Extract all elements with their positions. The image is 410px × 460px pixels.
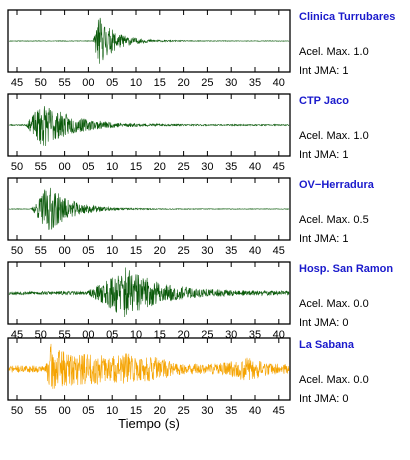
- panels-layer: 45 50 55 00 05 10 15 20 25 30 35 40 Clinica Turrubar…: [7, 9, 395, 417]
- x-tick-label: 10: [106, 161, 118, 173]
- x-tick-label: 40: [273, 77, 285, 89]
- x-tick-label: 45: [273, 245, 285, 257]
- x-tick-label: 20: [154, 405, 166, 417]
- x-tick-label: 15: [130, 245, 142, 257]
- x-tick-label: 20: [154, 245, 166, 257]
- waveform-trace: [8, 267, 290, 318]
- x-tick-label: 25: [177, 405, 189, 417]
- station-name: Hosp. San Ramon: [299, 263, 393, 275]
- x-tick-label: 15: [154, 77, 166, 89]
- x-tick-label: 30: [201, 405, 213, 417]
- x-tick-label: 15: [130, 161, 142, 173]
- x-tick-label: 00: [58, 161, 70, 173]
- x-tick-label: 30: [225, 77, 237, 89]
- x-tick-label: 25: [177, 161, 189, 173]
- seismogram-panel: 50 55 00 05 10 15 20 25 30 35 40 45 CTP Jaco Acel. Ma…: [7, 93, 369, 173]
- x-tick-label: 00: [58, 405, 70, 417]
- x-tick-label: 20: [154, 161, 166, 173]
- x-tick-label: 05: [82, 161, 94, 173]
- x-tick-label: 40: [249, 245, 261, 257]
- station-name: OV−Herradura: [299, 179, 375, 191]
- waveform-trace: [8, 17, 290, 64]
- x-tick-label: 20: [177, 77, 189, 89]
- waveform-trace: [8, 187, 290, 230]
- jma-intensity-label: Int JMA: 1: [299, 233, 349, 245]
- jma-intensity-label: Int JMA: 0: [299, 317, 349, 329]
- jma-intensity-label: Int JMA: 1: [299, 65, 349, 77]
- x-tick-label: 55: [35, 405, 47, 417]
- seismogram-panel: 50 55 00 05 10 15 20 25 30 35 40 45 OV−Herradura Acel…: [7, 177, 375, 257]
- x-tick-label: 00: [58, 245, 70, 257]
- accel-max-label: Acel. Max. 0.5: [299, 214, 369, 226]
- waveform-trace: [8, 343, 290, 389]
- x-tick-label: 40: [249, 161, 261, 173]
- x-tick-label: 15: [130, 405, 142, 417]
- jma-intensity-label: Int JMA: 1: [299, 149, 349, 161]
- accel-max-label: Acel. Max. 0.0: [299, 374, 369, 386]
- x-tick-label: 35: [249, 77, 261, 89]
- x-tick-label: 10: [130, 77, 142, 89]
- x-tick-label: 30: [201, 245, 213, 257]
- x-tick-label: 50: [11, 245, 23, 257]
- accel-max-label: Acel. Max. 0.0: [299, 298, 369, 310]
- x-tick-label: 05: [106, 77, 118, 89]
- x-tick-label: 10: [106, 405, 118, 417]
- x-tick-label: 10: [106, 245, 118, 257]
- x-tick-label: 25: [201, 77, 213, 89]
- station-name: Clinica Turrubares: [299, 11, 395, 23]
- x-tick-label: 50: [35, 77, 47, 89]
- x-tick-label: 55: [35, 161, 47, 173]
- jma-intensity-label: Int JMA: 0: [299, 393, 349, 405]
- x-tick-label: 25: [177, 245, 189, 257]
- x-tick-label: 50: [11, 161, 23, 173]
- seismogram-panel: 50 55 00 05 10 15 20 25 30 35 40 45 La Sabana Acel. M…: [7, 337, 369, 417]
- x-tick-label: 05: [82, 405, 94, 417]
- x-tick-label: 35: [225, 405, 237, 417]
- x-tick-label: 45: [273, 161, 285, 173]
- seismogram-panel: 45 50 55 00 05 10 15 20 25 30 35 40 Clinica Turrubar…: [7, 9, 395, 89]
- x-tick-label: 35: [225, 161, 237, 173]
- accel-max-label: Acel. Max. 1.0: [299, 130, 369, 142]
- x-tick-label: 30: [201, 161, 213, 173]
- x-tick-label: 50: [11, 405, 23, 417]
- x-axis-title: Tiempo (s): [118, 416, 180, 431]
- x-tick-label: 40: [249, 405, 261, 417]
- x-tick-label: 00: [82, 77, 94, 89]
- x-tick-label: 05: [82, 245, 94, 257]
- station-name: La Sabana: [299, 339, 355, 351]
- x-tick-label: 55: [35, 245, 47, 257]
- x-tick-label: 45: [273, 405, 285, 417]
- x-tick-label: 45: [11, 77, 23, 89]
- waveform-trace: [8, 106, 290, 147]
- x-tick-label: 55: [58, 77, 70, 89]
- station-name: CTP Jaco: [299, 95, 349, 107]
- accel-max-label: Acel. Max. 1.0: [299, 46, 369, 58]
- x-tick-label: 35: [225, 245, 237, 257]
